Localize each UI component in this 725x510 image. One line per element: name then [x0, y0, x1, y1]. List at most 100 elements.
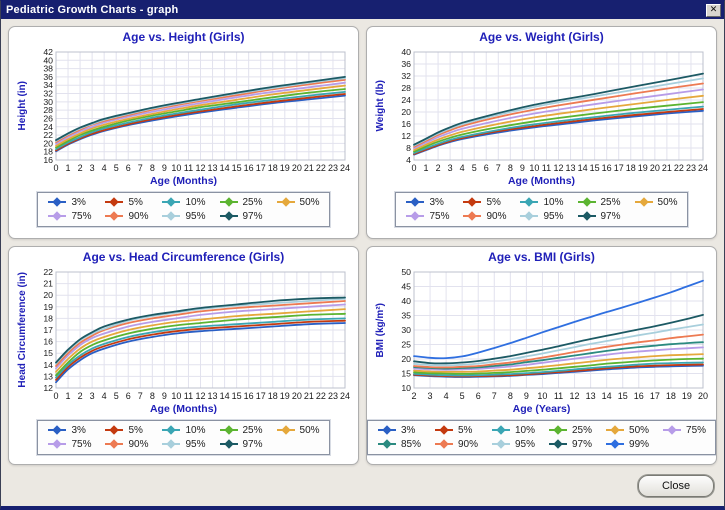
svg-text:36: 36 — [401, 59, 411, 69]
svg-text:13: 13 — [586, 391, 596, 401]
legend-label: 25% — [242, 196, 263, 208]
svg-text:11: 11 — [542, 163, 551, 173]
svg-text:15: 15 — [232, 163, 242, 173]
legend-label: 95% — [543, 210, 564, 222]
svg-text:4: 4 — [406, 155, 411, 165]
svg-text:16: 16 — [43, 155, 53, 165]
svg-text:45: 45 — [401, 282, 411, 292]
legend-item: 75% — [405, 209, 449, 223]
svg-text:2: 2 — [436, 163, 441, 173]
legend-item: 3% — [405, 195, 449, 209]
legend-marker-icon — [491, 439, 510, 449]
svg-text:24: 24 — [43, 122, 53, 132]
svg-text:10: 10 — [537, 391, 547, 401]
legend-marker-icon — [162, 425, 181, 435]
svg-text:19: 19 — [280, 163, 290, 173]
x-axis-label: Age (Months) — [149, 175, 218, 187]
svg-text:15: 15 — [401, 369, 411, 379]
svg-text:26: 26 — [43, 113, 53, 123]
svg-text:15: 15 — [590, 163, 600, 173]
svg-text:18: 18 — [626, 163, 636, 173]
svg-text:25: 25 — [401, 340, 411, 350]
head-circumference-chart-plot: 0 1 2 3 4 5 6 7 8 9 10 11 12 13 14 15 16 17 18 19 20 21 22 23 24… — [43, 267, 350, 401]
legend-label: 50% — [657, 196, 678, 208]
svg-text:17: 17 — [256, 163, 266, 173]
svg-text:9: 9 — [524, 391, 529, 401]
legend-marker-icon — [491, 425, 510, 435]
legend-marker-icon — [549, 439, 567, 449]
legend-marker-icon — [105, 425, 124, 435]
legend-label: 97% — [242, 210, 263, 222]
legend-item: 3% — [377, 423, 421, 437]
svg-text:14: 14 — [43, 360, 53, 370]
svg-text:4: 4 — [460, 163, 465, 173]
x-axis-label: Age (Months) — [507, 175, 576, 187]
close-button[interactable]: Close — [638, 475, 714, 497]
close-icon: ✕ — [709, 4, 718, 15]
svg-text:19: 19 — [280, 391, 290, 401]
svg-text:12: 12 — [401, 131, 411, 141]
legend-label: 85% — [400, 438, 421, 450]
svg-text:18: 18 — [43, 313, 53, 323]
svg-text:22: 22 — [316, 163, 326, 173]
svg-text:8: 8 — [508, 163, 513, 173]
y-axis-label: Head Circumference (in) — [16, 272, 28, 388]
svg-text:7: 7 — [138, 163, 143, 173]
legend: 3% 5% 10% 25% 50% 75% 90% 95% 97% — [37, 192, 330, 227]
legend-marker-icon — [406, 211, 425, 221]
svg-text:16: 16 — [401, 119, 411, 129]
titlebar-close-button[interactable]: ✕ — [706, 3, 721, 17]
legend-item: 3% — [47, 195, 91, 209]
svg-text:16: 16 — [602, 163, 612, 173]
legend-marker-icon — [577, 197, 596, 207]
svg-text:18: 18 — [268, 391, 278, 401]
legend-label: 10% — [185, 196, 206, 208]
legend-item: 90% — [104, 209, 148, 223]
svg-text:20: 20 — [292, 391, 302, 401]
legend-marker-icon — [549, 425, 567, 435]
legend-label: 3% — [429, 196, 444, 208]
legend-item: 25% — [219, 423, 263, 437]
legend-marker-icon — [162, 197, 181, 207]
svg-text:10: 10 — [401, 383, 411, 393]
svg-text:32: 32 — [43, 89, 53, 99]
svg-text:12: 12 — [553, 163, 563, 173]
footer-bar: Close — [1, 472, 724, 506]
svg-text:22: 22 — [43, 267, 53, 277]
svg-text:21: 21 — [43, 279, 53, 289]
legend-item: 90% — [104, 437, 148, 451]
legend-marker-icon — [463, 197, 482, 207]
legend-marker-icon — [434, 439, 453, 449]
svg-text:20: 20 — [401, 354, 411, 364]
legend-item: 3% — [47, 423, 91, 437]
svg-text:4: 4 — [102, 163, 107, 173]
legend-marker-icon — [219, 425, 238, 435]
legend-item: 97% — [219, 437, 263, 451]
svg-text:14: 14 — [220, 391, 230, 401]
legend-item: 95% — [161, 209, 206, 223]
svg-text:14: 14 — [578, 163, 588, 173]
svg-text:2: 2 — [78, 163, 83, 173]
legend-item: 97% — [548, 437, 592, 451]
svg-text:24: 24 — [401, 95, 411, 105]
legend-item: 5% — [434, 423, 478, 437]
legend-label: 50% — [299, 424, 320, 436]
svg-text:22: 22 — [316, 391, 326, 401]
svg-text:20: 20 — [401, 107, 411, 117]
svg-text:9: 9 — [520, 163, 525, 173]
svg-text:12: 12 — [570, 391, 580, 401]
svg-text:3: 3 — [90, 391, 95, 401]
legend-label: 95% — [514, 438, 535, 450]
legend-label: 25% — [600, 196, 621, 208]
legend-label: 5% — [128, 424, 143, 436]
svg-text:12: 12 — [195, 391, 205, 401]
svg-text:17: 17 — [256, 391, 266, 401]
legend-item: 50% — [634, 195, 678, 209]
svg-text:24: 24 — [340, 391, 350, 401]
y-axis-label: BMI (kg/m²) — [374, 302, 386, 358]
legend-marker-icon — [377, 439, 396, 449]
legend-item: 10% — [161, 423, 206, 437]
legend-item: 10% — [519, 195, 564, 209]
